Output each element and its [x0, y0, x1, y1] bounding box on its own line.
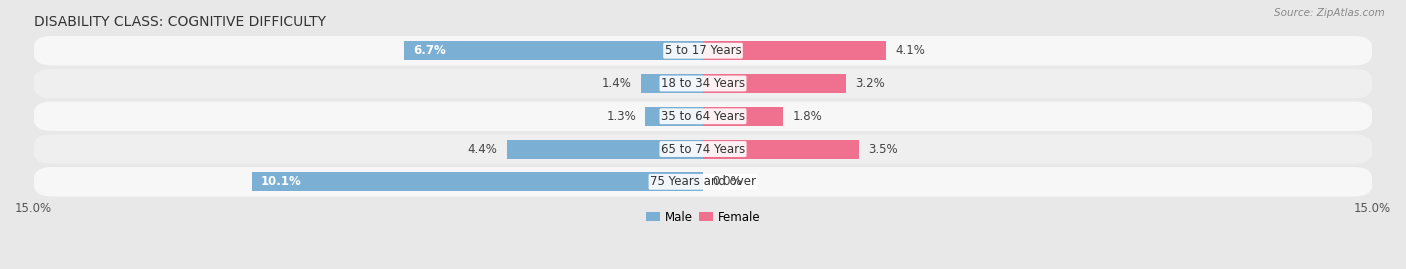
Bar: [703, 107, 783, 126]
Text: DISABILITY CLASS: COGNITIVE DIFFICULTY: DISABILITY CLASS: COGNITIVE DIFFICULTY: [34, 15, 326, 29]
Text: 3.2%: 3.2%: [855, 77, 884, 90]
FancyBboxPatch shape: [34, 134, 1372, 164]
Text: 35 to 64 Years: 35 to 64 Years: [661, 110, 745, 123]
Text: 3.5%: 3.5%: [868, 143, 898, 155]
Text: 4.4%: 4.4%: [468, 143, 498, 155]
Bar: [252, 172, 703, 191]
Bar: [703, 41, 886, 60]
Text: Source: ZipAtlas.com: Source: ZipAtlas.com: [1274, 8, 1385, 18]
Text: 18 to 34 Years: 18 to 34 Years: [661, 77, 745, 90]
Bar: [641, 74, 703, 93]
Text: 5 to 17 Years: 5 to 17 Years: [665, 44, 741, 57]
FancyBboxPatch shape: [34, 101, 1372, 131]
Bar: [703, 74, 846, 93]
FancyBboxPatch shape: [34, 36, 1372, 65]
Text: 1.8%: 1.8%: [792, 110, 823, 123]
Text: 0.0%: 0.0%: [711, 175, 741, 188]
Legend: Male, Female: Male, Female: [641, 206, 765, 228]
Text: 10.1%: 10.1%: [262, 175, 302, 188]
Bar: [645, 107, 703, 126]
Text: 75 Years and over: 75 Years and over: [650, 175, 756, 188]
Text: 1.3%: 1.3%: [606, 110, 636, 123]
Bar: [703, 140, 859, 158]
Text: 1.4%: 1.4%: [602, 77, 631, 90]
Text: 4.1%: 4.1%: [894, 44, 925, 57]
FancyBboxPatch shape: [34, 69, 1372, 98]
Text: 65 to 74 Years: 65 to 74 Years: [661, 143, 745, 155]
Bar: [404, 41, 703, 60]
FancyBboxPatch shape: [34, 167, 1372, 197]
Bar: [506, 140, 703, 158]
Text: 6.7%: 6.7%: [413, 44, 446, 57]
